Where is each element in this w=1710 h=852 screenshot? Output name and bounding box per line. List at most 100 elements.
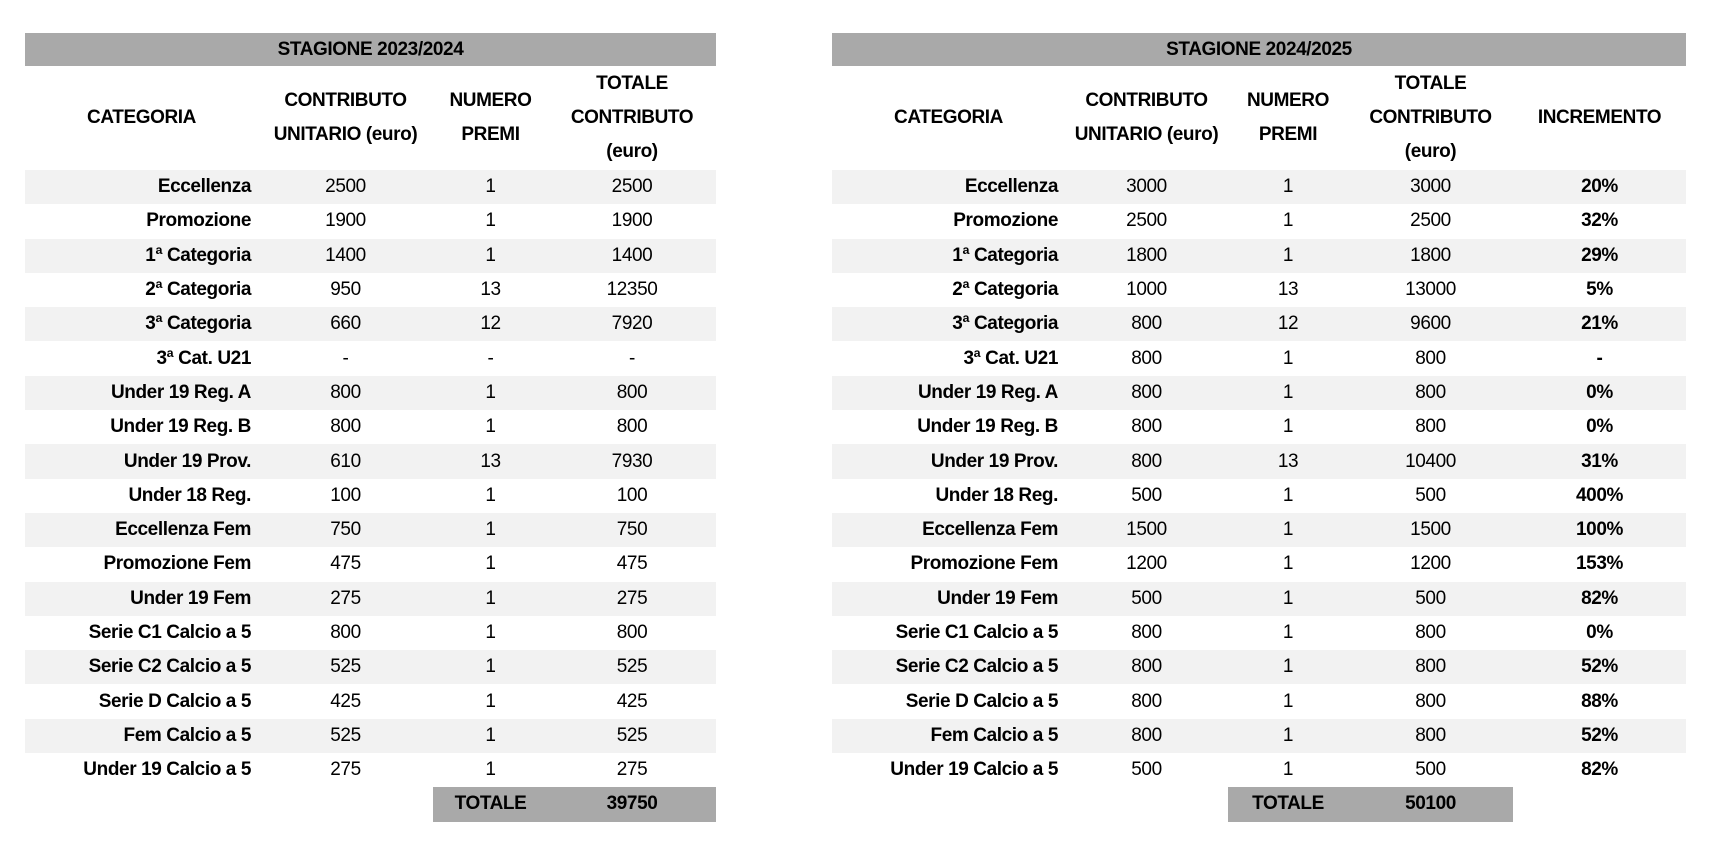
category-cell: Under 19 Calcio a 5 <box>890 759 1058 781</box>
category-cell: 3ª Cat. U21 <box>156 347 251 369</box>
total-contribution-cell: 800 <box>1415 622 1446 643</box>
table-row: Promozione 2500 1 2500 32% <box>832 204 1686 238</box>
prize-count-cell: 13 <box>1228 444 1348 479</box>
total-contribution-cell: 1900 <box>611 210 653 232</box>
category-cell: Under 18 Reg. <box>128 484 251 506</box>
unit-contribution-cell: 2500 <box>1126 210 1167 232</box>
table-row: Serie C2 Calcio a 5 525 1 525 <box>25 650 717 685</box>
empty-cell <box>25 787 258 821</box>
table-row: Fem Calcio a 5 800 1 800 52% <box>832 718 1687 754</box>
empty-cell <box>1065 787 1228 821</box>
total-contribution-cell: 800 <box>1348 650 1513 685</box>
prize-count-cell: 1 <box>1228 650 1348 685</box>
table-row: Under 19 Fem 500 1 500 82% <box>832 581 1687 616</box>
category-cell: Under 19 Reg. B <box>917 416 1058 438</box>
unit-contribution-cell: 525 <box>258 718 433 754</box>
table-row: Eccellenza Fem 750 1 750 <box>25 512 717 548</box>
table-row: Eccellenza 3000 1 3000 20% <box>832 170 1687 205</box>
total-contribution-cell: 275 <box>616 759 648 781</box>
category-cell: Eccellenza Fem <box>832 512 1065 548</box>
table-row: Under 19 Prov. 610 13 7930 <box>25 444 717 479</box>
table-row: Promozione Fem 475 1 475 <box>25 547 716 581</box>
increment-cell: 82% <box>1581 759 1618 781</box>
category-cell: Serie C2 Calcio a 5 <box>25 650 258 685</box>
column-header-numero-premi: NUMERO PREMI <box>449 90 532 145</box>
category-cell: Under 19 Reg. A <box>832 375 1065 411</box>
total-contribution-cell: 275 <box>548 581 717 616</box>
total-contribution-cell: 7930 <box>548 444 717 479</box>
total-contribution-cell: 800 <box>1415 416 1446 438</box>
category-cell: Under 19 Reg. B <box>110 416 251 438</box>
prize-count-cell: 1 <box>485 484 496 506</box>
category-cell: Fem Calcio a 5 <box>25 718 258 754</box>
unit-contribution-cell: 800 <box>1065 375 1228 411</box>
increment-cell: 82% <box>1513 581 1687 616</box>
total-contribution-cell: 13000 <box>1405 279 1456 301</box>
unit-contribution-cell: 950 <box>330 279 361 301</box>
unit-contribution-cell: 1500 <box>1065 512 1228 548</box>
empty-cell <box>832 787 1065 821</box>
table-row: Promozione 1900 1 1900 <box>25 204 716 238</box>
increment-cell: 0% <box>1586 416 1613 438</box>
prize-count-cell: 1 <box>1228 238 1348 273</box>
total-contribution-cell: 12350 <box>606 279 658 301</box>
increment-cell: 52% <box>1513 718 1687 754</box>
category-cell: Serie C1 Calcio a 5 <box>88 622 252 643</box>
category-cell: Fem Calcio a 5 <box>832 718 1065 754</box>
category-cell: Under 19 Fem <box>25 581 258 616</box>
table-row: Fem Calcio a 5 525 1 525 <box>25 718 717 754</box>
increment-cell: 0% <box>1586 622 1613 643</box>
category-cell: 3ª Categoria <box>832 307 1065 342</box>
category-cell: 3ª Cat. U21 <box>963 347 1058 369</box>
unit-contribution-cell: - <box>342 347 349 369</box>
table-row: Serie C2 Calcio a 5 800 1 800 52% <box>832 650 1687 685</box>
season-title: STAGIONE 2023/2024 <box>25 33 717 66</box>
column-header-numero-premi: NUMERO PREMI <box>1246 90 1330 145</box>
category-cell: Promozione Fem <box>103 553 252 575</box>
unit-contribution-cell: 100 <box>330 484 361 506</box>
increment-cell: 100% <box>1513 512 1687 548</box>
empty-cell <box>1513 787 1686 821</box>
unit-contribution-cell: 275 <box>330 759 361 781</box>
table-row: Under 19 Reg. B 800 1 800 <box>25 410 716 444</box>
table-row: Promozione Fem 1200 1 1200 153% <box>832 547 1686 581</box>
unit-contribution-cell: 800 <box>1065 444 1228 479</box>
unit-contribution-cell: 525 <box>258 650 433 685</box>
increment-cell: 21% <box>1513 307 1687 342</box>
unit-contribution-cell: 800 <box>330 622 361 643</box>
total-contribution-cell: 500 <box>1415 484 1446 506</box>
prize-count-cell: - <box>487 347 494 369</box>
table-row: Under 19 Reg. A 800 1 800 0% <box>832 375 1687 411</box>
unit-contribution-cell: 475 <box>330 553 361 575</box>
table-row: Eccellenza Fem 1500 1 1500 100% <box>832 512 1687 548</box>
increment-cell: 400% <box>1576 484 1623 506</box>
prize-count-cell: 1 <box>485 210 496 232</box>
increment-cell: 0% <box>1513 375 1687 411</box>
table-row: 2ª Categoria 1000 13 13000 5% <box>832 273 1686 307</box>
prize-count-cell: 13 <box>433 444 548 479</box>
table-row: Serie D Calcio a 5 800 1 800 88% <box>832 684 1686 718</box>
total-value: 39750 <box>548 787 717 822</box>
unit-contribution-cell: 500 <box>1131 484 1162 506</box>
category-cell: 1ª Categoria <box>25 238 258 273</box>
total-contribution-cell: 500 <box>1415 759 1446 781</box>
total-contribution-cell: 800 <box>1415 690 1446 712</box>
category-cell: Under 19 Calcio a 5 <box>83 759 251 781</box>
unit-contribution-cell: 800 <box>1131 622 1162 643</box>
prize-count-cell: 1 <box>1282 622 1294 643</box>
increment-cell: 52% <box>1513 650 1687 685</box>
table-body: Eccellenza 3000 1 3000 20% Promozione 2500 1 250… <box>832 170 1687 822</box>
table-row: Under 19 Calcio a 5 275 1 275 <box>25 753 716 787</box>
table-row: 3ª Categoria 800 12 9600 21% <box>832 307 1687 342</box>
unit-contribution-cell: 275 <box>258 581 433 616</box>
unit-contribution-cell: 1900 <box>325 210 366 232</box>
category-cell: Under 19 Reg. A <box>25 375 258 411</box>
total-contribution-cell: 800 <box>1415 347 1446 369</box>
total-contribution-cell: 2500 <box>548 170 717 205</box>
total-contribution-cell: 9600 <box>1348 307 1513 342</box>
unit-contribution-cell: 800 <box>1065 650 1228 685</box>
table-row: Under 19 Reg. B 800 1 800 0% <box>832 410 1686 444</box>
unit-contribution-cell: 3000 <box>1065 170 1228 205</box>
category-cell: Under 19 Prov. <box>832 444 1065 479</box>
prize-count-cell: 1 <box>1228 170 1348 205</box>
